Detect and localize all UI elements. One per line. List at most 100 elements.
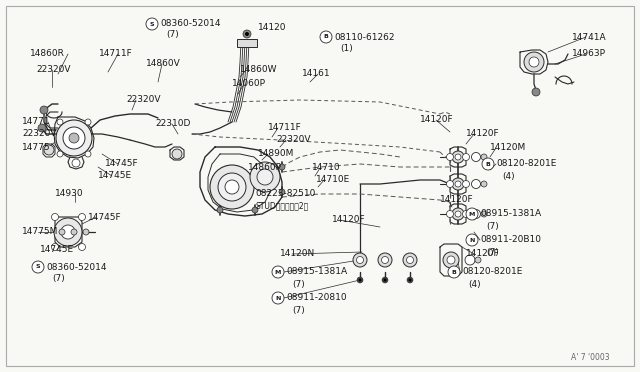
Text: 22320V: 22320V: [22, 129, 56, 138]
Circle shape: [225, 180, 239, 194]
Circle shape: [466, 234, 478, 246]
Circle shape: [44, 145, 54, 155]
Circle shape: [40, 106, 48, 114]
Circle shape: [250, 162, 280, 192]
Text: 14120F: 14120F: [440, 196, 474, 205]
Text: 22310D: 22310D: [155, 119, 190, 128]
Circle shape: [452, 208, 464, 220]
Text: A' 7 '0003: A' 7 '0003: [572, 353, 610, 362]
Text: (7): (7): [486, 221, 499, 231]
Text: 14771: 14771: [22, 118, 51, 126]
Text: 22320V: 22320V: [36, 65, 70, 74]
Circle shape: [218, 173, 246, 201]
Circle shape: [85, 119, 91, 125]
Text: 14860P: 14860P: [248, 164, 282, 173]
Circle shape: [356, 257, 364, 263]
Circle shape: [358, 279, 362, 282]
Text: 08360-52014: 08360-52014: [160, 19, 221, 29]
Circle shape: [408, 279, 412, 282]
Text: 14741A: 14741A: [572, 32, 607, 42]
Text: (4): (4): [502, 171, 515, 180]
Circle shape: [465, 255, 475, 265]
Circle shape: [447, 154, 454, 160]
Text: N: N: [469, 237, 475, 243]
Circle shape: [472, 209, 481, 218]
Circle shape: [320, 31, 332, 43]
Circle shape: [210, 165, 254, 209]
Text: S: S: [36, 264, 40, 269]
Circle shape: [481, 154, 487, 160]
Circle shape: [146, 18, 158, 30]
Circle shape: [472, 180, 481, 189]
Circle shape: [532, 88, 540, 96]
Circle shape: [51, 214, 58, 221]
Text: STUDスタッド《2》: STUDスタッド《2》: [255, 202, 308, 211]
Text: 14745F: 14745F: [88, 212, 122, 221]
Text: 14930: 14930: [55, 189, 84, 199]
Circle shape: [407, 277, 413, 283]
Text: 08911-20B10: 08911-20B10: [480, 235, 541, 244]
Text: 14120F: 14120F: [332, 215, 365, 224]
Text: (7): (7): [486, 247, 499, 257]
Circle shape: [378, 253, 392, 267]
Circle shape: [455, 154, 461, 160]
Circle shape: [59, 229, 65, 235]
Circle shape: [85, 151, 91, 157]
Circle shape: [482, 158, 494, 170]
Circle shape: [382, 277, 388, 283]
Text: 14120M: 14120M: [490, 144, 526, 153]
Text: 14745E: 14745E: [98, 171, 132, 180]
Text: 14775: 14775: [22, 144, 51, 153]
Text: B: B: [324, 35, 328, 39]
Circle shape: [272, 266, 284, 278]
Circle shape: [463, 180, 470, 187]
Circle shape: [447, 256, 455, 264]
Text: (7): (7): [292, 305, 305, 314]
Text: 14860R: 14860R: [30, 49, 65, 58]
Circle shape: [403, 253, 417, 267]
Circle shape: [447, 180, 454, 187]
Circle shape: [54, 218, 82, 246]
Text: 08120-8201E: 08120-8201E: [496, 160, 556, 169]
Circle shape: [481, 211, 487, 217]
Circle shape: [383, 279, 387, 282]
Text: (7): (7): [52, 273, 65, 282]
Text: 08120-8201E: 08120-8201E: [462, 267, 522, 276]
Circle shape: [448, 266, 460, 278]
Circle shape: [57, 119, 63, 125]
Text: M: M: [275, 269, 281, 275]
Circle shape: [475, 257, 481, 263]
Circle shape: [252, 207, 258, 213]
Circle shape: [472, 153, 481, 161]
Circle shape: [79, 244, 86, 250]
Circle shape: [529, 57, 539, 67]
Circle shape: [245, 32, 249, 36]
Circle shape: [455, 181, 461, 187]
Circle shape: [172, 149, 182, 159]
Text: 08360-52014: 08360-52014: [46, 263, 106, 272]
Text: 14120F: 14120F: [466, 129, 500, 138]
Text: 14710: 14710: [312, 164, 340, 173]
Circle shape: [406, 257, 413, 263]
Text: 14060P: 14060P: [232, 80, 266, 89]
Text: N: N: [275, 295, 281, 301]
Text: 08110-61262: 08110-61262: [334, 32, 394, 42]
Text: S: S: [150, 22, 154, 26]
Circle shape: [481, 181, 487, 187]
Text: (7): (7): [166, 29, 179, 38]
Text: 22320V: 22320V: [126, 96, 161, 105]
Text: (4): (4): [468, 279, 481, 289]
Circle shape: [56, 120, 92, 156]
Circle shape: [381, 257, 388, 263]
Text: 14775M: 14775M: [22, 228, 58, 237]
Circle shape: [455, 211, 461, 217]
Text: 08915-1381A: 08915-1381A: [480, 209, 541, 218]
Text: 14120F: 14120F: [420, 115, 454, 125]
Circle shape: [466, 208, 478, 220]
Circle shape: [272, 292, 284, 304]
Circle shape: [79, 214, 86, 221]
Text: 08911-20810: 08911-20810: [286, 294, 347, 302]
Circle shape: [61, 225, 75, 239]
Circle shape: [32, 261, 44, 273]
Text: 14890M: 14890M: [258, 150, 294, 158]
